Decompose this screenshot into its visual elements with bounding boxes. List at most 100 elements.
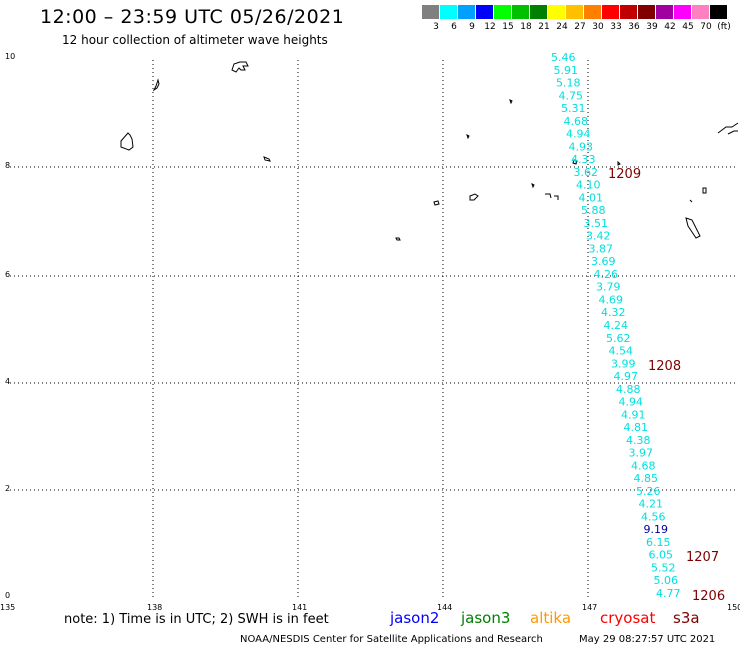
wave-height-label: 5.91 xyxy=(554,64,579,77)
wave-height-label: 3.99 xyxy=(611,357,636,370)
pass-time-label: 1208 xyxy=(648,359,681,374)
scale-label: 30 xyxy=(592,22,604,32)
island xyxy=(466,134,470,140)
credit-text: NOAA/NESDIS Center for Satellite Applica… xyxy=(240,634,543,645)
scale-label: 24 xyxy=(556,22,568,32)
wave-height-label: 5.31 xyxy=(561,102,586,115)
legend-cryosat: cryosat xyxy=(600,609,656,627)
wave-height-label: 4.01 xyxy=(579,191,604,204)
wave-height-label: 4.68 xyxy=(564,115,589,128)
wave-height-label: 4.81 xyxy=(624,421,649,434)
wave-height-label: 4.97 xyxy=(614,370,639,383)
altimeter-track: 5.465.915.184.755.314.684.944.934.333.62… xyxy=(551,51,681,600)
wave-height-label: 4.54 xyxy=(609,345,634,358)
scale-label: 6 xyxy=(451,22,457,32)
scale-label: 42 xyxy=(664,22,676,32)
wave-height-label: 9.19 xyxy=(644,523,669,536)
scale-swatch xyxy=(548,5,565,19)
island xyxy=(433,200,440,206)
wave-height-label: 4.75 xyxy=(559,89,584,102)
scale-swatch xyxy=(476,5,493,19)
scale-label: 27 xyxy=(574,22,586,32)
latitude-label: 4 xyxy=(5,377,11,386)
wave-height-label: 4.56 xyxy=(641,510,666,523)
wave-height-color-scale: 3 6 9 12 15 18 21 24 27 30 33 36 39 42 45 70 (ft) xyxy=(422,5,732,35)
scale-label: 33 xyxy=(610,22,622,32)
scale-label: 36 xyxy=(628,22,640,32)
wave-height-label: 4.68 xyxy=(631,459,656,472)
wave-height-label: 5.62 xyxy=(606,332,631,345)
scale-label: 18 xyxy=(520,22,532,32)
island xyxy=(395,237,401,241)
scale-label: 45 xyxy=(682,22,694,32)
island xyxy=(717,122,739,135)
island xyxy=(702,187,707,194)
island xyxy=(469,193,479,201)
scale-label: 39 xyxy=(646,22,658,32)
island xyxy=(685,199,701,239)
scale-swatch xyxy=(458,5,475,19)
latitude-label: 8 xyxy=(5,161,11,170)
pass-time-label: 1206 xyxy=(692,589,725,604)
island xyxy=(617,160,621,166)
wave-height-label: 6.15 xyxy=(646,536,671,549)
wave-height-label: 4.94 xyxy=(619,396,644,409)
map-grid xyxy=(10,60,738,600)
wave-height-label: 5.46 xyxy=(551,51,576,64)
wave-height-label: 3.51 xyxy=(584,217,609,230)
map-title: 12:00 – 23:59 UTC 05/26/2021 xyxy=(40,6,345,28)
scale-swatch xyxy=(584,5,601,19)
latitude-label: 6 xyxy=(5,270,11,279)
wave-height-label: 3.69 xyxy=(591,255,616,268)
scale-label: 9 xyxy=(469,22,475,32)
wave-height-label: 5.18 xyxy=(556,77,581,90)
longitude-label: 135 xyxy=(0,603,16,612)
wave-height-label: 5.52 xyxy=(651,562,676,575)
wave-height-label: 5.26 xyxy=(636,485,661,498)
pass-time-label: 1209 xyxy=(608,167,641,182)
wave-height-label: 4.93 xyxy=(569,140,594,153)
pass-times: 1209 1208 1207 1206 xyxy=(608,167,725,604)
scale-swatch xyxy=(656,5,673,19)
scale-swatch xyxy=(512,5,529,19)
wave-height-label: 4.94 xyxy=(566,128,591,141)
scale-label: 3 xyxy=(433,22,439,32)
scale-swatch xyxy=(692,5,709,19)
wave-height-label: 4.32 xyxy=(601,306,626,319)
longitude-label: 141 xyxy=(292,603,308,612)
wave-height-label: 4.24 xyxy=(604,319,629,332)
latitude-label: 10 xyxy=(5,52,16,61)
latitude-label: 0 xyxy=(5,591,11,600)
scale-label: 15 xyxy=(502,22,514,32)
legend-jason2: jason2 xyxy=(390,609,440,627)
wave-height-label: 4.21 xyxy=(639,498,664,511)
scale-swatch xyxy=(494,5,511,19)
legend-altika: altika xyxy=(530,609,572,627)
wave-height-label: 4.33 xyxy=(571,153,596,166)
scale-swatch xyxy=(530,5,547,19)
scale-swatch xyxy=(710,5,727,19)
island xyxy=(531,183,535,189)
wave-height-label: 3.42 xyxy=(586,230,611,243)
scale-swatch xyxy=(638,5,655,19)
scale-label: 70 xyxy=(700,22,712,32)
scale-swatch xyxy=(602,5,619,19)
longitude-label: 138 xyxy=(147,603,163,612)
island xyxy=(152,78,160,92)
longitude-label: 150 xyxy=(727,603,740,612)
scale-swatch xyxy=(620,5,637,19)
wave-height-label: 3.97 xyxy=(629,447,654,460)
island xyxy=(120,132,134,151)
wave-height-label: 5.06 xyxy=(654,574,679,587)
scale-label: 21 xyxy=(538,22,550,32)
wave-height-label: 5.88 xyxy=(581,204,606,217)
wave-height-label: 3.62 xyxy=(574,166,599,179)
island xyxy=(509,99,513,105)
scale-swatch xyxy=(674,5,691,19)
wave-height-label: 3.79 xyxy=(596,281,621,294)
wave-height-label: 6.05 xyxy=(649,549,674,562)
island xyxy=(263,156,271,162)
island xyxy=(231,61,249,73)
scale-swatch xyxy=(440,5,457,19)
